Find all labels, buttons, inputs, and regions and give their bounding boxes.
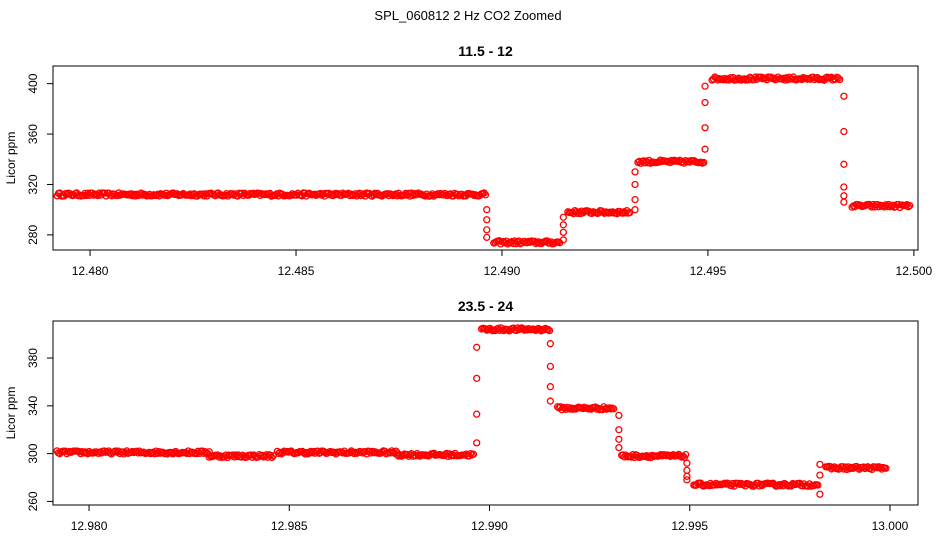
plot-frame [52, 65, 919, 251]
chart-panel-2: 23.5 - 24 Licor ppm 12.980 12.985 12.990 12.9… [4, 298, 919, 533]
data-point [626, 208, 634, 217]
x-tick-label: 12.495 [690, 264, 727, 278]
data-point [483, 206, 491, 214]
data-point [904, 203, 913, 211]
data-point [615, 435, 623, 443]
data-point [483, 233, 491, 242]
data-point [701, 145, 709, 153]
data-point [840, 192, 848, 200]
data-point [840, 92, 848, 100]
x-tick-label: 12.480 [72, 264, 109, 278]
y-axis-label: Licor ppm [4, 387, 18, 440]
x-tick-label: 12.990 [471, 519, 508, 533]
data-point [840, 183, 848, 191]
y-tick-label: 400 [26, 73, 40, 93]
y-tick-label: 360 [26, 124, 40, 144]
data-point [268, 453, 276, 462]
data-point [131, 192, 140, 200]
y-tick-label: 260 [26, 491, 40, 511]
data-point [701, 98, 709, 107]
data-point [483, 216, 491, 224]
data-point [882, 464, 890, 472]
x-tick-label: 12.490 [484, 264, 521, 278]
data-point [301, 450, 309, 458]
data-point [701, 124, 709, 132]
y-tick-label: 320 [26, 174, 40, 194]
data-point [814, 481, 822, 489]
data-point [816, 490, 824, 498]
x-tick-label: 13.000 [872, 519, 909, 533]
data-point [840, 198, 848, 206]
data-point [615, 411, 623, 420]
y-axis-label: Licor ppm [4, 132, 18, 185]
data-point [683, 476, 691, 484]
data-point [469, 450, 478, 458]
data-point [683, 466, 691, 475]
data-point [610, 405, 618, 413]
x-tick-label: 12.485 [278, 264, 315, 278]
data-point [615, 426, 623, 434]
data-point [545, 326, 554, 335]
y-tick-label: 300 [26, 443, 40, 463]
chart-title: 11.5 - 12 [458, 43, 513, 59]
plot-frame [52, 320, 919, 506]
data-point [906, 201, 914, 210]
data-point [559, 236, 567, 244]
x-tick-label: 12.995 [671, 519, 708, 533]
data-point [834, 74, 842, 82]
data-point [840, 127, 848, 136]
data-point [467, 450, 475, 458]
data-point [473, 410, 481, 418]
data-point [483, 226, 491, 234]
chart-title: 23.5 - 24 [458, 298, 513, 314]
data-point [836, 75, 844, 84]
data-point [631, 180, 639, 189]
y-tick-label: 380 [26, 348, 40, 368]
data-point [480, 189, 488, 197]
data-point [473, 343, 481, 351]
x-tick-label: 12.980 [71, 519, 108, 533]
data-point [682, 450, 690, 459]
x-tick-label: 12.985 [271, 519, 308, 533]
data-point [683, 472, 691, 480]
data-point [546, 383, 555, 391]
data-point [546, 340, 555, 348]
data-point [473, 374, 481, 383]
data-point [615, 443, 623, 452]
y-tick-label: 280 [26, 225, 40, 245]
data-point [700, 158, 708, 167]
data-point [481, 191, 490, 199]
data-point [546, 397, 555, 405]
data-points [53, 324, 890, 498]
data-point [559, 221, 567, 229]
y-tick-label: 340 [26, 395, 40, 415]
data-point [683, 459, 691, 467]
data-point [559, 228, 567, 237]
x-tick-label: 12.500 [896, 264, 933, 278]
data-point [631, 195, 639, 204]
data-point [631, 206, 639, 214]
data-point [631, 168, 639, 176]
data-point [701, 82, 709, 90]
data-point [544, 325, 552, 334]
data-point [840, 160, 848, 168]
data-point [473, 439, 481, 447]
data-points [53, 73, 914, 248]
data-point [816, 460, 824, 469]
data-point [816, 471, 824, 479]
data-point [546, 362, 555, 371]
figure-supertitle: SPL_060812 2 Hz CO2 Zoomed [374, 8, 562, 23]
chart-panel-1: 11.5 - 12 Licor ppm 12.480 12.485 12.490 12.4… [4, 43, 933, 278]
data-point [559, 213, 567, 221]
